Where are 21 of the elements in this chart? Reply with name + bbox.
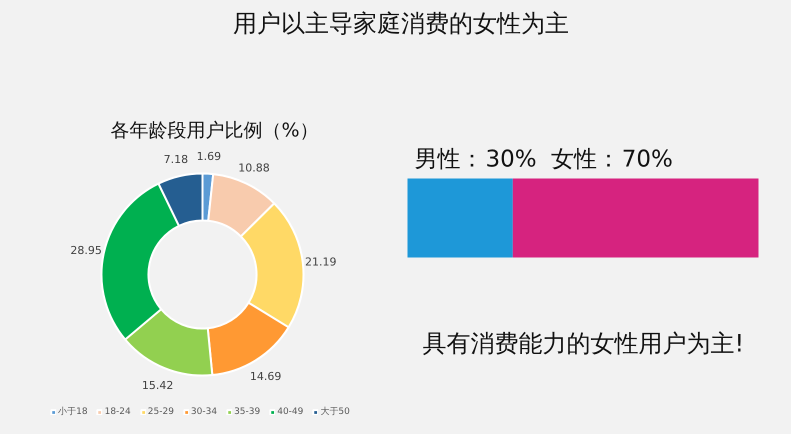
text: 用户以主导家庭消费的女性为主 xyxy=(233,10,569,38)
data-label: 30% xyxy=(486,146,537,172)
legend-label: 18-24 xyxy=(104,406,131,416)
series-label: 男性： xyxy=(414,146,484,172)
legend-label: 30-34 xyxy=(190,406,218,416)
legend-label: 40-49 xyxy=(277,406,304,416)
data-label: 15.42 xyxy=(142,379,174,392)
series-label: 女性： xyxy=(550,146,620,172)
data-label: 21.19 xyxy=(304,255,336,268)
data-label: 14.69 xyxy=(250,370,282,383)
legend-label: 35-39 xyxy=(234,406,260,416)
data-label: 10.88 xyxy=(238,162,270,175)
legend-label: 大于50 xyxy=(320,406,350,418)
data-label: 7.18 xyxy=(164,153,188,166)
data-label: 1.69 xyxy=(196,150,222,164)
text: 具有消费能力的女性用户为主! xyxy=(422,330,744,358)
legend-label: 25-29 xyxy=(148,406,174,416)
chart-title: 各年龄段用户比例（%） xyxy=(110,120,319,142)
data-label: 28.95 xyxy=(70,244,102,258)
legend-label: 小于18 xyxy=(58,406,88,418)
data-label: 70% xyxy=(622,146,673,172)
